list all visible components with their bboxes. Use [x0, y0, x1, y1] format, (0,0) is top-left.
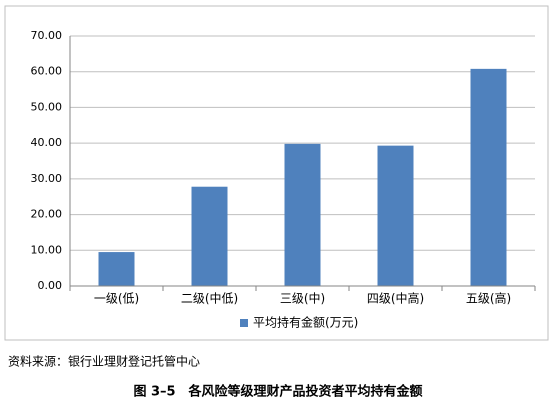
figure-caption: 图 3–5 各风险等级理财产品投资者平均持有金额 [133, 384, 422, 400]
bar [191, 186, 228, 286]
source-note: 资料来源：银行业理财登记托管中心 [8, 354, 200, 369]
x-tick-label: 三级(中) [280, 291, 325, 306]
y-tick-label: 70.00 [31, 29, 63, 42]
y-tick-label: 40.00 [31, 136, 63, 149]
y-tick-label: 0.00 [38, 279, 63, 292]
y-tick-label: 60.00 [31, 65, 63, 78]
y-tick-label: 50.00 [31, 100, 63, 113]
legend-label: 平均持有金额(万元) [253, 315, 358, 330]
bar [284, 143, 321, 286]
y-tick-label: 10.00 [31, 243, 63, 256]
x-tick-label: 五级(高) [466, 291, 511, 306]
legend-swatch [240, 319, 248, 327]
bar [470, 68, 507, 286]
x-tick-label: 四级(中高) [367, 291, 424, 306]
chart-frame [4, 5, 549, 341]
y-tick-label: 20.00 [31, 208, 63, 221]
x-tick-label: 二级(中低) [181, 291, 238, 306]
bar [98, 252, 135, 286]
x-tick-label: 一级(低) [94, 292, 139, 306]
bar [377, 145, 414, 286]
y-tick-label: 30.00 [31, 172, 63, 185]
